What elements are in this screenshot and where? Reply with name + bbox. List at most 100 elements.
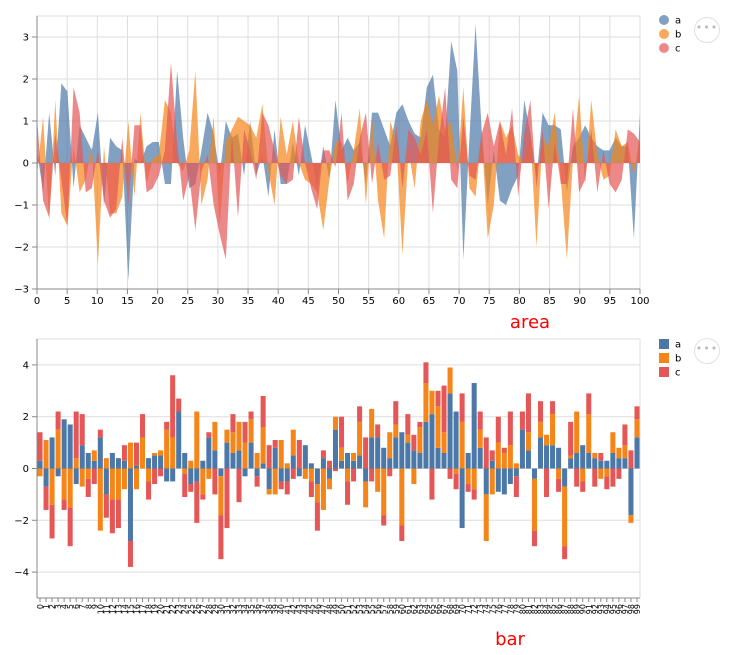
x-tick-label: 85 [543,296,556,307]
bar-c [483,437,489,469]
bar-a [248,442,254,469]
bar-b [441,432,447,453]
bar-c [447,468,453,479]
bar-b [248,419,254,443]
bar-a [302,445,308,469]
bar-b [278,440,284,469]
bar-a [339,460,345,469]
bar-c [598,452,604,461]
bar-a [194,468,200,482]
x-tick-label: 94 [603,604,612,614]
bar-b [447,367,453,394]
y-tick-label: −2 [14,516,29,527]
x-tick-label: 49 [331,604,340,614]
bar-a [296,468,302,477]
bar-a [242,468,248,477]
x-tick-label: 50 [332,296,345,307]
x-tick-label: 45 [302,296,315,307]
x-tick-label: 54 [362,604,371,614]
bar-a [218,468,224,477]
x-tick-label: 68 [446,604,455,614]
x-tick-label: 5 [64,296,70,307]
bar-c [465,484,471,492]
x-tick-label: 30 [212,296,225,307]
y-tick-label: 4 [23,360,29,371]
bar-c [320,450,326,459]
bar-a [363,468,369,482]
bar-b [363,481,369,508]
bar-b [200,468,206,495]
bar-c [628,450,634,469]
x-tick-label: 35 [242,296,255,307]
bar-a [308,463,314,469]
bar-b [369,408,375,438]
bar-b [471,468,477,490]
bar-b [146,468,152,482]
bar-b [188,460,194,469]
x-tick-label: 26 [193,604,202,614]
x-tick-label: 65 [428,604,437,614]
bar-c [140,414,146,438]
bar-a [236,450,242,469]
bar-a [284,468,290,482]
bar-c [158,468,164,477]
bar-c [67,507,73,547]
bar-a [417,452,423,469]
bar-b [290,429,296,456]
x-tick-label: 0 [34,296,40,307]
bar-c [103,494,109,518]
bar-b [266,489,272,495]
bar-b [399,468,405,526]
bar-c [109,499,115,534]
bar-b [574,411,580,453]
bar-a [152,455,158,469]
bar-c [592,468,598,487]
x-tick-label: 60 [392,296,405,307]
bar-a [97,437,103,469]
x-tick-label: 70 [458,604,467,614]
bar-a [616,458,622,469]
bar-c [501,447,507,453]
bar-b [284,463,290,469]
bar-a [43,468,49,487]
chart-actions-button[interactable]: ••• [694,17,720,43]
bar-a [224,442,230,469]
bar-a [61,419,67,469]
bar-c [326,460,332,469]
x-tick-label: 93 [597,604,606,614]
bar-a [182,452,188,469]
x-tick-label: 45 [307,604,316,614]
x-tick-label: 32 [229,604,238,614]
bar-a [133,465,140,469]
y-tick-label: −4 [14,568,29,579]
bar-b [610,432,616,453]
bar-b [314,484,320,503]
bar-a [200,460,206,469]
bar-c [194,481,200,523]
x-tick-label: 14 [120,604,129,614]
chart-actions-button[interactable]: ••• [694,338,720,364]
bar-b [537,421,544,438]
bar-a [164,468,170,482]
x-tick-label: 7 [78,604,87,609]
bar-b [236,421,242,451]
bar-a [531,468,537,479]
bar-c [357,406,363,422]
bar-c [399,525,405,542]
bar-c [610,468,616,487]
bar-c [284,481,290,495]
bar-c [296,440,302,469]
bar-c [133,442,140,466]
bar-a [91,460,97,469]
x-tick-label: 1 [42,604,51,609]
bar-b [351,452,357,461]
bar-c [55,411,61,430]
bar-a [519,429,525,469]
y-tick-label: 1 [23,117,29,128]
bar-b [387,432,393,459]
bar-b [133,468,140,490]
bar-a [37,460,43,469]
bar-c [278,481,284,490]
x-tick-label: 60 [398,604,407,614]
bar-c [580,481,586,492]
